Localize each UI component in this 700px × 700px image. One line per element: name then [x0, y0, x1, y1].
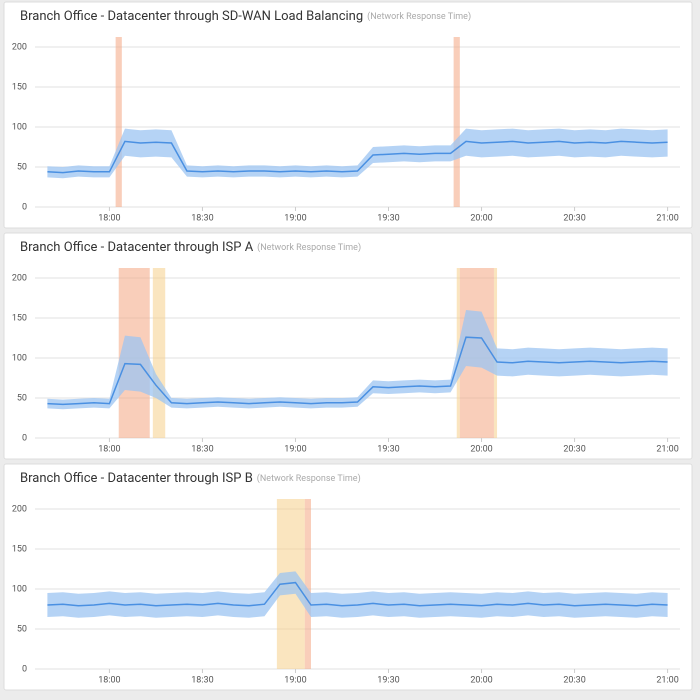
y-tick-label: 150	[12, 82, 27, 92]
x-tick-label: 20:00	[470, 444, 492, 454]
y-tick-label: 50	[17, 162, 27, 172]
x-tick-label: 21:00	[656, 213, 678, 223]
subtitle-text: (Network Response Time)	[257, 242, 361, 253]
band	[47, 571, 668, 618]
y-tick-label: 0	[22, 202, 27, 212]
x-tick-label: 18:00	[98, 213, 120, 223]
alert-region	[304, 499, 311, 669]
x-tick-label: 21:00	[656, 444, 678, 454]
subtitle-text: (Network Response Time)	[367, 11, 471, 22]
x-tick-label: 19:00	[284, 444, 306, 454]
y-tick-label: 100	[12, 584, 27, 594]
x-tick-label: 19:00	[284, 675, 306, 685]
x-tick-label: 20:30	[563, 444, 585, 454]
y-tick-label: 200	[12, 42, 27, 52]
x-tick-label: 19:30	[377, 444, 399, 454]
x-tick-label: 18:30	[191, 213, 213, 223]
x-tick-label: 20:00	[470, 213, 492, 223]
y-tick-label: 50	[17, 393, 27, 403]
title-text: Branch Office - Datacenter through ISP B	[20, 471, 253, 486]
x-tick-label: 21:00	[656, 675, 678, 685]
title-text: Branch Office - Datacenter through ISP A	[20, 240, 254, 255]
y-tick-label: 100	[12, 122, 27, 132]
y-tick-label: 150	[12, 544, 27, 554]
chart-title: Branch Office - Datacenter through ISP B…	[20, 471, 361, 486]
band	[47, 310, 668, 410]
panel	[3, 1, 693, 229]
panel	[3, 232, 693, 460]
y-tick-label: 50	[17, 624, 27, 634]
alert-region	[115, 37, 122, 207]
x-tick-label: 19:30	[377, 213, 399, 223]
x-tick-label: 20:30	[563, 675, 585, 685]
x-tick-label: 18:00	[98, 675, 120, 685]
x-tick-label: 18:30	[191, 444, 213, 454]
title-text: Branch Office - Datacenter through SD-WA…	[20, 9, 363, 24]
y-tick-label: 200	[12, 273, 27, 283]
x-tick-label: 18:30	[191, 675, 213, 685]
y-tick-label: 100	[12, 353, 27, 363]
alert-region	[453, 37, 460, 207]
y-tick-label: 0	[22, 664, 27, 674]
y-tick-label: 200	[12, 504, 27, 514]
panel	[3, 463, 693, 691]
x-tick-label: 20:00	[470, 675, 492, 685]
chart-title: Branch Office - Datacenter through ISP A…	[20, 240, 361, 255]
x-tick-label: 19:30	[377, 675, 399, 685]
chart-title: Branch Office - Datacenter through SD-WA…	[20, 9, 471, 24]
y-tick-label: 150	[12, 313, 27, 323]
y-tick-label: 0	[22, 433, 27, 443]
alert-region	[152, 268, 166, 438]
line	[47, 581, 668, 607]
x-tick-label: 19:00	[284, 213, 306, 223]
subtitle-text: (Network Response Time)	[257, 473, 361, 484]
line	[47, 336, 668, 406]
x-tick-label: 18:00	[98, 444, 120, 454]
line	[47, 140, 668, 174]
x-tick-label: 20:30	[563, 213, 585, 223]
